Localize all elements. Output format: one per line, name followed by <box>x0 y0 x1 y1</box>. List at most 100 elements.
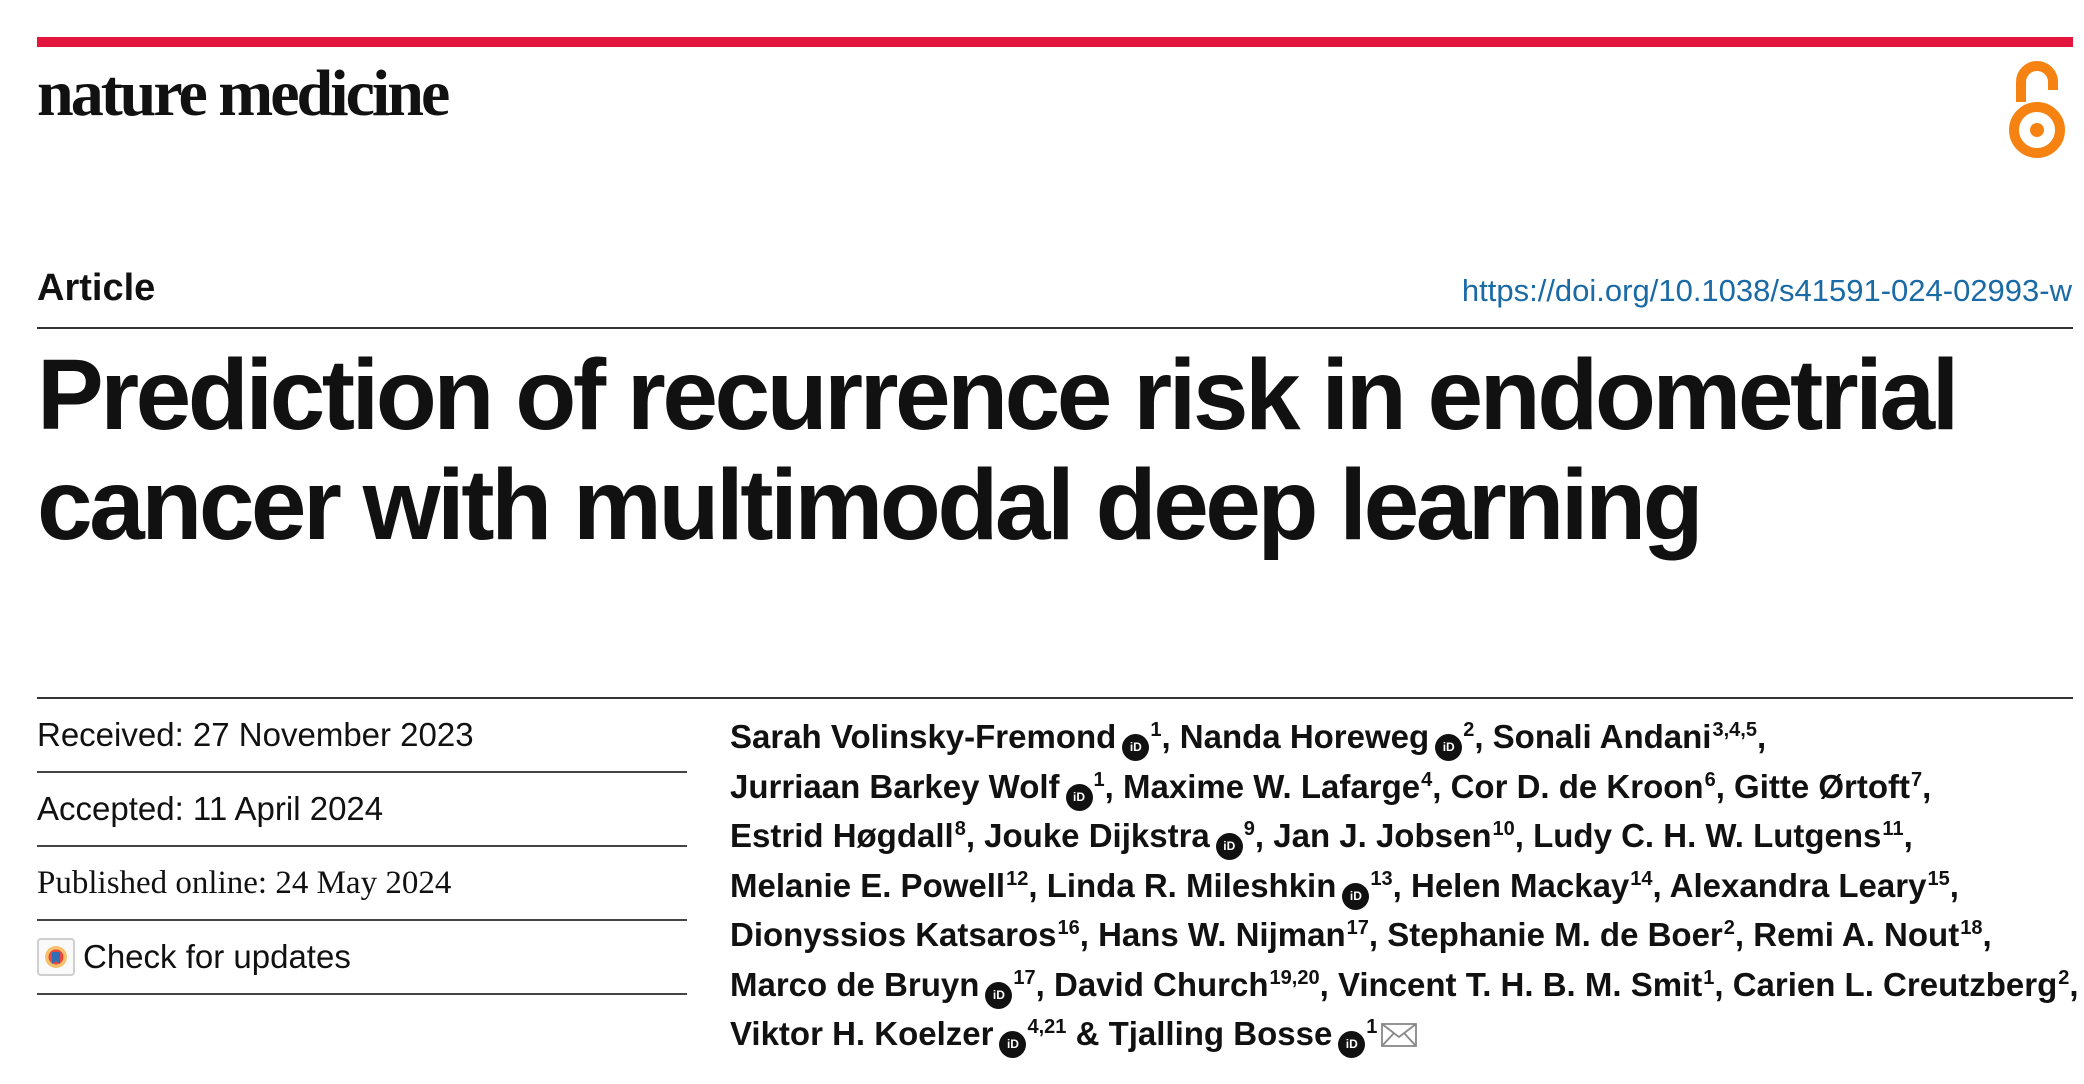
author-item[interactable]: Ludy C. H. W. Lutgens11 <box>1533 817 1903 854</box>
author-item[interactable]: Maxime W. Lafarge4 <box>1123 768 1432 805</box>
author-item[interactable]: Dionyssios Katsaros16 <box>730 916 1080 953</box>
affiliation-number[interactable]: 7 <box>1911 768 1923 791</box>
author-name[interactable]: David Church <box>1053 965 1269 1003</box>
affiliation-number[interactable]: 10 <box>1492 818 1515 840</box>
author-name[interactable]: Jouke Dijkstra <box>984 817 1210 854</box>
affiliation-number[interactable]: 2 <box>1463 719 1475 741</box>
email-icon[interactable] <box>1381 1023 1418 1047</box>
author-item[interactable]: Viktor H. Koelzer iD4,21 <box>730 1015 1067 1058</box>
header-divider <box>37 327 2073 329</box>
affiliation-number[interactable]: 18 <box>1960 917 1983 939</box>
open-access-lock-icon <box>2009 61 2065 158</box>
author-name[interactable]: Vincent T. H. B. M. Smit <box>1337 965 1703 1003</box>
affiliation-number[interactable]: 2 <box>1723 917 1735 939</box>
author-item[interactable]: Melanie E. Powell12 <box>730 867 1028 904</box>
author-item[interactable]: Carien L. Creutzberg2 <box>1733 966 2070 1003</box>
author-item[interactable]: Sarah Volinsky-Fremond iD1 <box>730 718 1162 761</box>
author-item[interactable]: Nanda Horeweg iD2 <box>1179 718 1475 761</box>
author-name[interactable]: Linda R. Mileshkin <box>1046 866 1337 904</box>
affiliation-number[interactable]: 1 <box>1366 1016 1378 1038</box>
orcid-icon[interactable]: iD <box>985 981 1013 1009</box>
author-list: Sarah Volinsky-Fremond iD1, Nanda Horeweg… <box>730 712 2080 1059</box>
affiliation-number[interactable]: 19,20 <box>1269 966 1320 989</box>
affiliation-number[interactable]: 2 <box>2058 966 2070 989</box>
doi-link[interactable]: https://doi.org/10.1038/s41591-024-02993… <box>1461 273 2072 308</box>
author-name[interactable]: Hans W. Nijman <box>1098 916 1346 953</box>
orcid-icon[interactable]: iD <box>999 1031 1027 1058</box>
author-name[interactable]: Sarah Volinsky-Fremond <box>730 718 1117 755</box>
author-name[interactable]: Sonali Andani <box>1492 718 1712 755</box>
author-item[interactable]: Jouke Dijkstra iD9 <box>984 817 1255 860</box>
accepted-date: Accepted: 11 April 2024 <box>37 773 687 847</box>
author-name[interactable]: Jurriaan Barkey Wolf <box>730 767 1060 805</box>
author-item[interactable]: Gitte Ørtoft7 <box>1734 768 1922 805</box>
author-name[interactable]: Melanie E. Powell <box>730 866 1006 904</box>
affiliation-number[interactable]: 1 <box>1703 966 1715 989</box>
orcid-icon[interactable]: iD <box>1338 1031 1366 1058</box>
author-item[interactable]: Jan J. Jobsen10 <box>1273 817 1515 854</box>
orcid-icon[interactable]: iD <box>1122 734 1150 761</box>
affiliation-number[interactable]: 14 <box>1630 867 1653 890</box>
author-item[interactable]: Linda R. Mileshkin iD13 <box>1046 866 1393 910</box>
affiliation-number[interactable]: 8 <box>954 818 966 840</box>
author-name[interactable]: Estrid Høgdall <box>730 817 954 854</box>
affiliation-number[interactable]: 17 <box>1346 917 1369 939</box>
author-name[interactable]: Viktor H. Koelzer <box>730 1015 994 1052</box>
article-type-label: Article <box>37 267 156 309</box>
author-name[interactable]: Marco de Bruyn <box>730 965 980 1003</box>
author-name[interactable]: Ludy C. H. W. Lutgens <box>1533 817 1882 854</box>
journal-accent-bar <box>37 37 2073 47</box>
check-for-updates-icon <box>37 938 75 976</box>
author-name[interactable]: Gitte Ørtoft <box>1734 767 1911 805</box>
author-item[interactable]: Stephanie M. de Boer2 <box>1387 916 1735 953</box>
orcid-icon[interactable]: iD <box>1342 882 1370 910</box>
check-for-updates-label: Check for updates <box>83 938 351 975</box>
author-item[interactable]: Remi A. Nout18 <box>1753 916 1982 953</box>
author-name[interactable]: Alexandra Leary <box>1669 866 1927 904</box>
author-item[interactable]: Cor D. de Kroon6 <box>1451 768 1716 805</box>
affiliation-number[interactable]: 9 <box>1243 818 1255 840</box>
affiliation-number[interactable]: 1 <box>1150 719 1162 741</box>
article-history: Received: 27 November 2023 Accepted: 11 … <box>37 699 687 995</box>
affiliation-number[interactable]: 12 <box>1006 867 1029 890</box>
orcid-icon[interactable]: iD <box>1065 783 1093 811</box>
affiliation-number[interactable]: 11 <box>1882 818 1904 840</box>
author-name[interactable]: Jan J. Jobsen <box>1273 817 1492 854</box>
author-item[interactable]: Sonali Andani3,4,5 <box>1493 718 1757 755</box>
affiliation-number[interactable]: 1 <box>1093 768 1105 791</box>
journal-logo[interactable]: nature medicine <box>37 57 450 130</box>
affiliation-number[interactable]: 15 <box>1927 867 1950 890</box>
author-name[interactable]: Nanda Horeweg <box>1179 718 1430 755</box>
author-name[interactable]: Dionyssios Katsaros <box>730 916 1057 953</box>
author-item[interactable]: Helen Mackay14 <box>1411 867 1653 904</box>
author-item[interactable]: David Church19,20 <box>1054 966 1320 1003</box>
check-for-updates-button[interactable]: Check for updates <box>37 921 687 995</box>
published-date: Published online: 24 May 2024 <box>37 847 687 921</box>
article-title: Prediction of recurrence risk in endomet… <box>37 339 1959 561</box>
author-name[interactable]: Maxime W. Lafarge <box>1123 767 1421 805</box>
author-item[interactable]: Jurriaan Barkey Wolf iD1 <box>730 767 1105 811</box>
affiliation-number[interactable]: 6 <box>1704 768 1716 791</box>
affiliation-number[interactable]: 4,21 <box>1027 1016 1067 1038</box>
author-item[interactable]: Vincent T. H. B. M. Smit1 <box>1338 966 1714 1003</box>
author-item[interactable]: Hans W. Nijman17 <box>1098 916 1369 953</box>
affiliation-number[interactable]: 13 <box>1370 867 1393 890</box>
author-name[interactable]: Carien L. Creutzberg <box>1732 965 2058 1003</box>
author-name[interactable]: Tjalling Bosse <box>1108 1015 1333 1052</box>
orcid-icon[interactable]: iD <box>1435 734 1463 761</box>
author-name[interactable]: Stephanie M. de Boer <box>1387 916 1723 953</box>
affiliation-number[interactable]: 16 <box>1057 917 1080 939</box>
affiliation-number[interactable]: 3,4,5 <box>1712 719 1757 741</box>
author-item[interactable]: Estrid Høgdall8 <box>730 817 966 854</box>
orcid-icon[interactable]: iD <box>1215 833 1243 860</box>
author-item[interactable]: Marco de Bruyn iD17 <box>730 965 1036 1009</box>
affiliation-number[interactable]: 4 <box>1421 768 1433 791</box>
author-name[interactable]: Remi A. Nout <box>1753 916 1960 953</box>
author-name[interactable]: Cor D. de Kroon <box>1450 767 1704 805</box>
author-item[interactable]: Alexandra Leary15 <box>1670 867 1950 904</box>
section-divider <box>37 697 2073 699</box>
affiliation-number[interactable]: 17 <box>1013 966 1036 989</box>
received-date: Received: 27 November 2023 <box>37 699 687 773</box>
author-item[interactable]: Tjalling Bosse iD1 <box>1108 1015 1418 1058</box>
author-name[interactable]: Helen Mackay <box>1410 866 1630 904</box>
